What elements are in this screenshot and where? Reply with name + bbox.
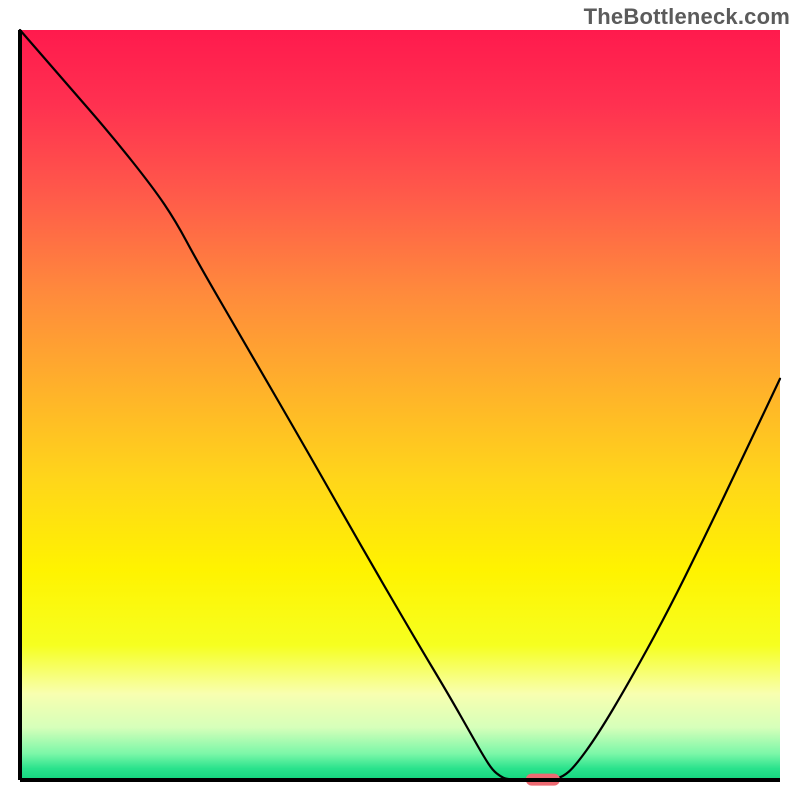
plot-background [20, 30, 780, 780]
chart-container: TheBottleneck.com [0, 0, 800, 800]
bottleneck-curve-chart [0, 0, 800, 800]
watermark-label: TheBottleneck.com [584, 4, 790, 30]
